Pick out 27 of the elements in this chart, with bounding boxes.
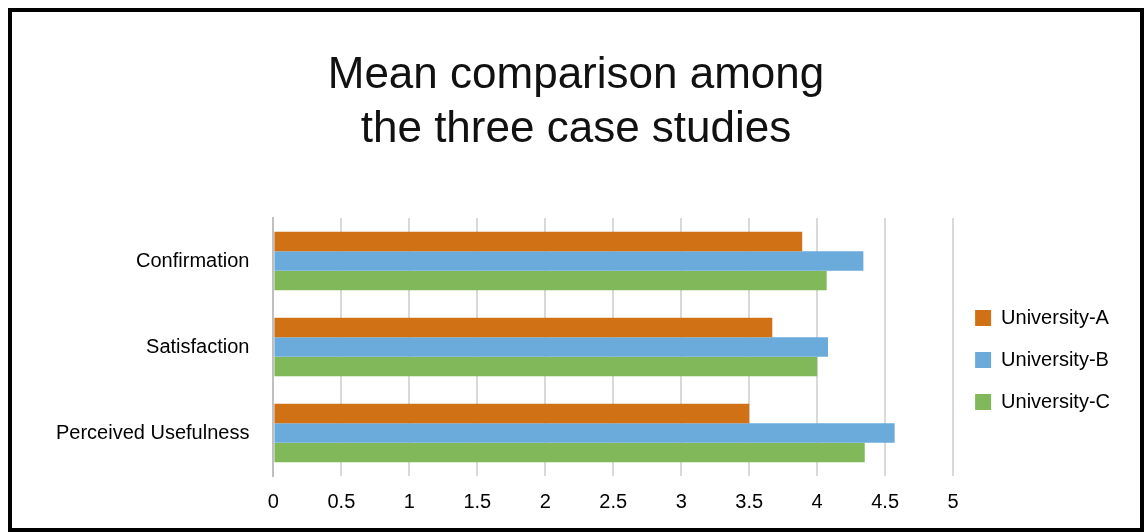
x-tick-label: 0.5 [327,489,356,512]
x-tick-label: 2 [539,489,551,512]
bar [274,403,750,424]
x-tick-label: 3 [675,489,687,512]
bar [274,251,864,271]
y-tick-label: Confirmation [136,248,250,271]
x-tick-label: 2.5 [599,489,628,512]
x-tick-label: 3.5 [735,489,764,512]
legend-label: University-B [1001,347,1109,370]
x-tick-label: 4.5 [871,489,900,512]
bar [274,317,773,338]
bar [274,270,827,291]
x-tick-label: 5 [947,489,959,512]
bar [274,356,818,377]
legend-label: University-C [1001,389,1111,412]
bar [274,423,895,443]
legend-label: University-A [1001,305,1110,328]
y-tick-label: Perceived Usefulness [55,420,250,443]
bar [274,337,829,357]
bar [274,231,803,252]
x-tick-label: 1 [403,489,415,512]
x-tick-label: 0 [267,489,279,512]
y-tick-label: Satisfaction [146,334,250,357]
chart-title: Mean comparison among the three case studies [326,47,826,153]
x-tick-label: 4 [811,489,823,512]
bar [274,442,865,463]
x-tick-label: 1.5 [463,489,492,512]
